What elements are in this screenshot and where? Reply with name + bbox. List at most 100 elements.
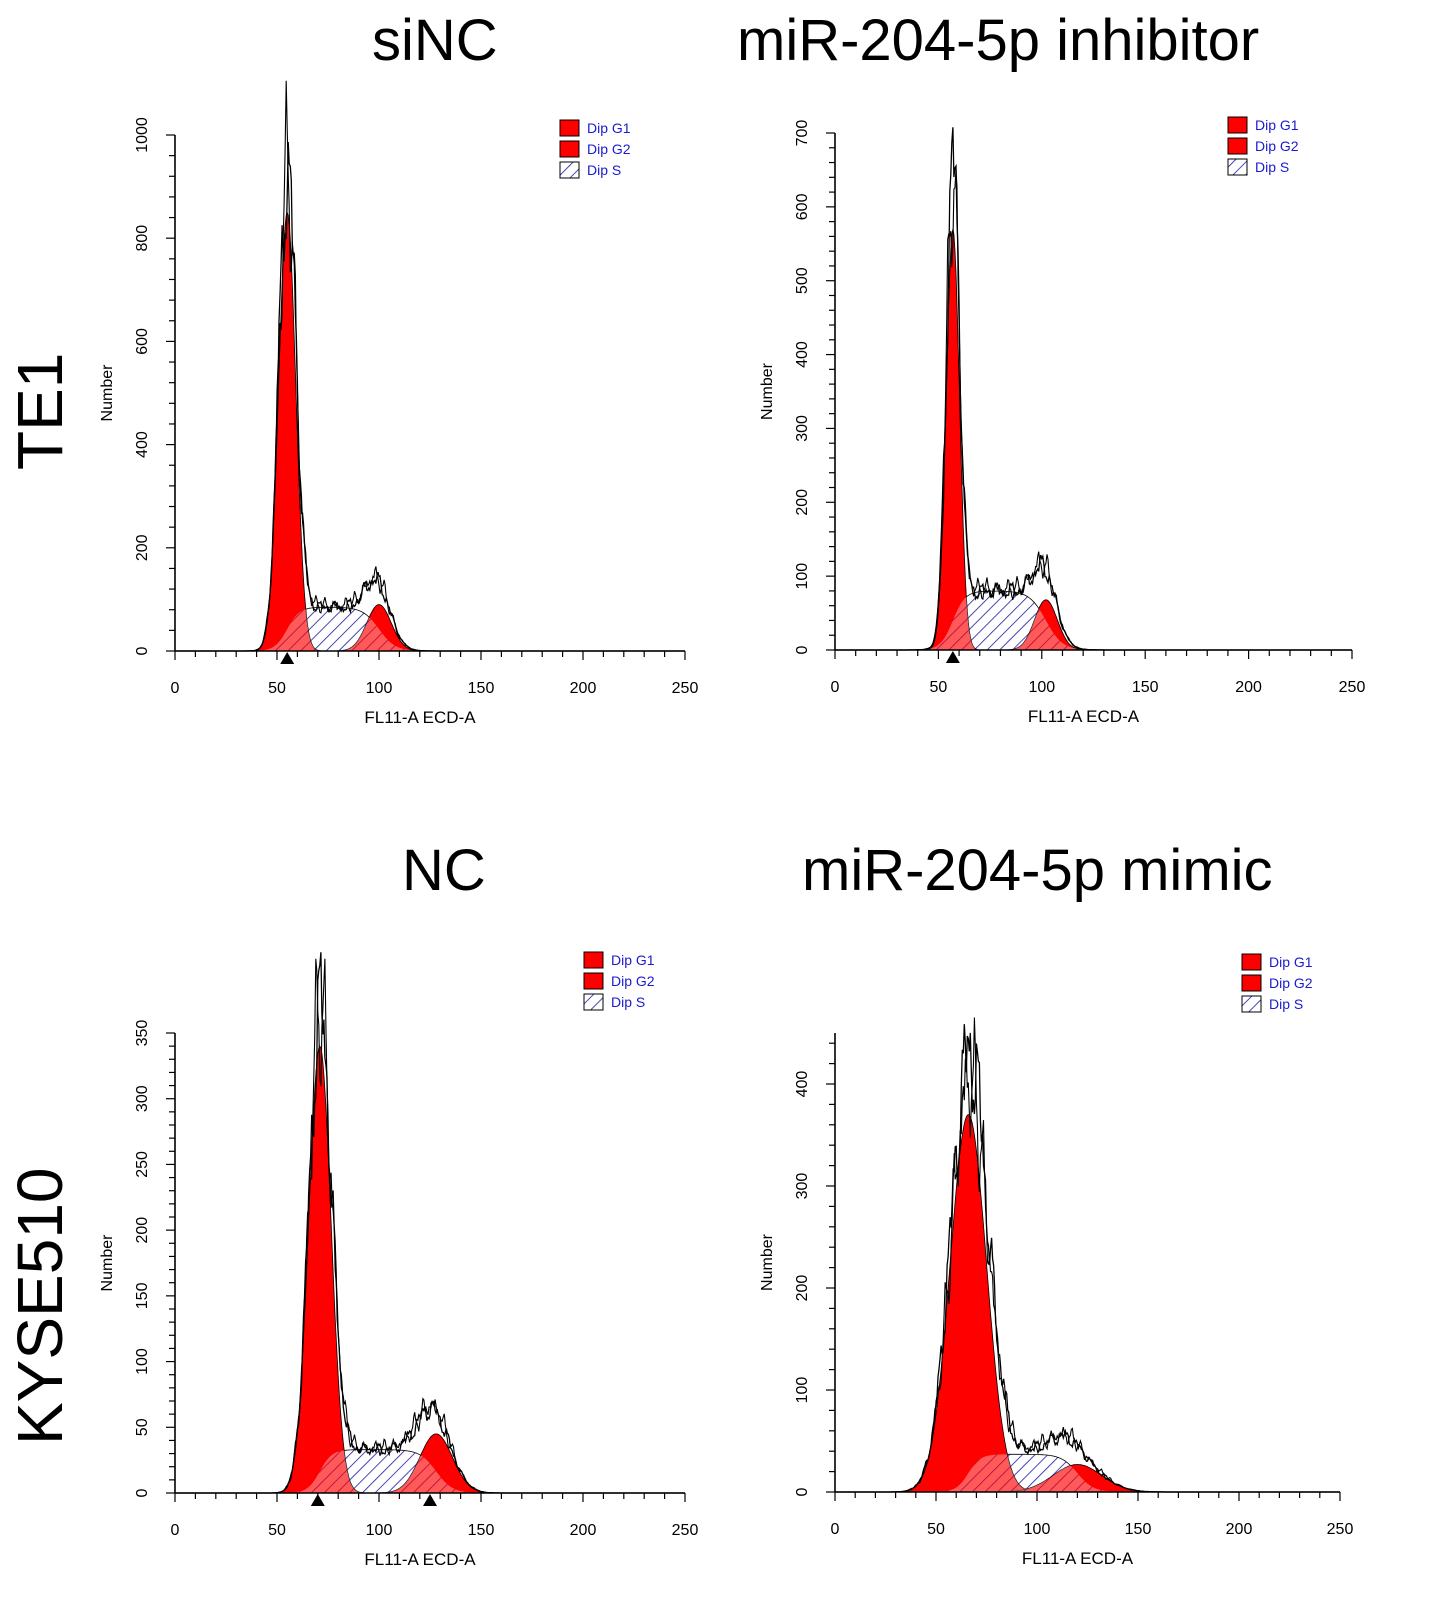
- legend-label: Dip G1: [587, 120, 631, 136]
- y-tick-label: 0: [134, 1488, 151, 1497]
- legend-swatch: [583, 993, 604, 1011]
- legend-swatch: [583, 951, 604, 969]
- peak-marker: [310, 1494, 325, 1506]
- y-axis-label: Number: [759, 362, 776, 420]
- y-tick-label: 700: [794, 120, 811, 147]
- x-tick-label: 250: [1339, 679, 1366, 696]
- x-tick-label: 0: [831, 679, 840, 696]
- histogram-panel-nc: 0 50 100 150 200 250 0 50 100 150 200 250 300 350 FL11…: [99, 951, 699, 1569]
- x-tick-label: 200: [570, 1522, 597, 1539]
- x-tick-label: 150: [1132, 679, 1159, 696]
- g2-peak-area: [835, 599, 1352, 651]
- g2-peak-area: [175, 604, 685, 652]
- x-tick-label: 100: [1024, 1521, 1051, 1538]
- histogram-outline: [835, 127, 1352, 651]
- y-tick-label: 200: [134, 1217, 151, 1244]
- legend-label: Dip S: [587, 162, 621, 178]
- s-overlap-hatch: [835, 1454, 1340, 1492]
- model-fit-outline: [835, 169, 1352, 651]
- histogram-outline: [175, 952, 685, 1494]
- x-tick-label: 0: [171, 680, 180, 697]
- peak-marker: [280, 652, 295, 664]
- legend-swatch: [1241, 974, 1262, 992]
- legend-swatch: [559, 161, 580, 179]
- g1-peak-area: [175, 211, 685, 652]
- legend-label: Dip G2: [1269, 975, 1313, 991]
- row-label-te1: TE1: [4, 352, 76, 470]
- x-tick-label: 150: [1125, 1521, 1152, 1538]
- y-tick-label: 300: [794, 415, 811, 442]
- x-tick-label: 250: [1327, 1521, 1354, 1538]
- y-tick-label: 300: [134, 1085, 151, 1112]
- y-tick-label: 0: [794, 1487, 811, 1496]
- y-tick-label: 150: [134, 1282, 151, 1309]
- legend-label: Dip G2: [611, 973, 655, 989]
- g1-peak-area: [175, 1045, 685, 1494]
- x-tick-label: 100: [366, 1522, 393, 1539]
- x-tick-label: 200: [1226, 1521, 1253, 1538]
- y-tick-label: 100: [134, 1348, 151, 1375]
- g1-peak-area: [835, 228, 1352, 651]
- histogram-panel-sinc: 0 50 100 150 200 250 0 200 400 600 800 1000 FL11-A E…: [99, 80, 699, 727]
- legend-label: Dip S: [1255, 159, 1289, 175]
- model-fit-outline: [835, 1017, 1340, 1493]
- legend-label: Dip G1: [1269, 954, 1313, 970]
- x-tick-label: 50: [268, 1522, 286, 1539]
- peak-marker: [945, 651, 960, 663]
- legend-label: Dip G2: [587, 141, 631, 157]
- x-axis-label: FL11-A ECD-A: [364, 708, 476, 727]
- y-tick-label: 200: [134, 534, 151, 561]
- panel-title-inhibitor: miR-204-5p inhibitor: [737, 8, 1260, 73]
- g1-peak-area: [835, 1114, 1340, 1493]
- x-axis-label: FL11-A ECD-A: [364, 1550, 476, 1569]
- x-tick-label: 100: [1028, 679, 1055, 696]
- y-tick-label: 600: [134, 328, 151, 355]
- peak-marker: [423, 1494, 437, 1506]
- x-axis-label: FL11-A ECD-A: [1022, 1549, 1134, 1568]
- s-overlap-hatch: [835, 597, 1352, 650]
- legend-swatch: [583, 972, 604, 990]
- legend-label: Dip G1: [611, 952, 655, 968]
- y-tick-label: 600: [794, 193, 811, 220]
- s-phase-area: [175, 606, 685, 652]
- y-axis-label: Number: [99, 1234, 116, 1292]
- y-tick-label: 400: [134, 431, 151, 458]
- y-tick-label: 400: [794, 1071, 811, 1098]
- y-tick-label: 50: [134, 1418, 151, 1436]
- x-axis-label: FL11-A ECD-A: [1028, 707, 1140, 726]
- x-tick-label: 0: [831, 1521, 840, 1538]
- legend-swatch: [559, 140, 580, 158]
- x-tick-label: 250: [672, 680, 699, 697]
- y-tick-label: 0: [134, 646, 151, 655]
- legend-swatch: [1241, 953, 1262, 971]
- legend-swatch: [1227, 137, 1248, 155]
- panel-title-sinc: siNC: [372, 8, 498, 73]
- legend-swatch: [559, 119, 580, 137]
- histogram-outline: [835, 1024, 1340, 1493]
- x-tick-label: 50: [927, 1521, 945, 1538]
- x-tick-label: 250: [672, 1522, 699, 1539]
- y-tick-label: 1000: [134, 117, 151, 153]
- y-tick-label: 800: [134, 225, 151, 252]
- histogram-panel-mimic: 0 50 100 150 200 250 0 100 200 300 400 FL11-A ECD-A…: [759, 953, 1354, 1568]
- y-tick-label: 500: [794, 267, 811, 294]
- x-tick-label: 50: [268, 680, 286, 697]
- x-tick-label: 0: [171, 1522, 180, 1539]
- x-tick-label: 200: [570, 680, 597, 697]
- y-tick-label: 250: [134, 1151, 151, 1178]
- x-tick-label: 150: [468, 1522, 495, 1539]
- histogram-outline: [175, 141, 685, 652]
- y-tick-label: 300: [794, 1173, 811, 1200]
- panel-title-nc: NC: [402, 838, 486, 903]
- legend-label: Dip G1: [1255, 117, 1299, 133]
- y-tick-label: 200: [794, 1275, 811, 1302]
- legend-swatch: [1241, 995, 1262, 1013]
- s-phase-area: [835, 590, 1352, 651]
- histogram-panel-inhibitor: 0 50 100 150 200 250 0 100 200 300 400 500 600 700 FL1…: [759, 116, 1366, 726]
- x-tick-label: 50: [930, 679, 948, 696]
- y-tick-label: 200: [794, 489, 811, 516]
- legend-swatch: [1227, 158, 1248, 176]
- legend-swatch: [1227, 116, 1248, 134]
- y-axis-label: Number: [99, 364, 116, 422]
- y-tick-label: 100: [794, 563, 811, 590]
